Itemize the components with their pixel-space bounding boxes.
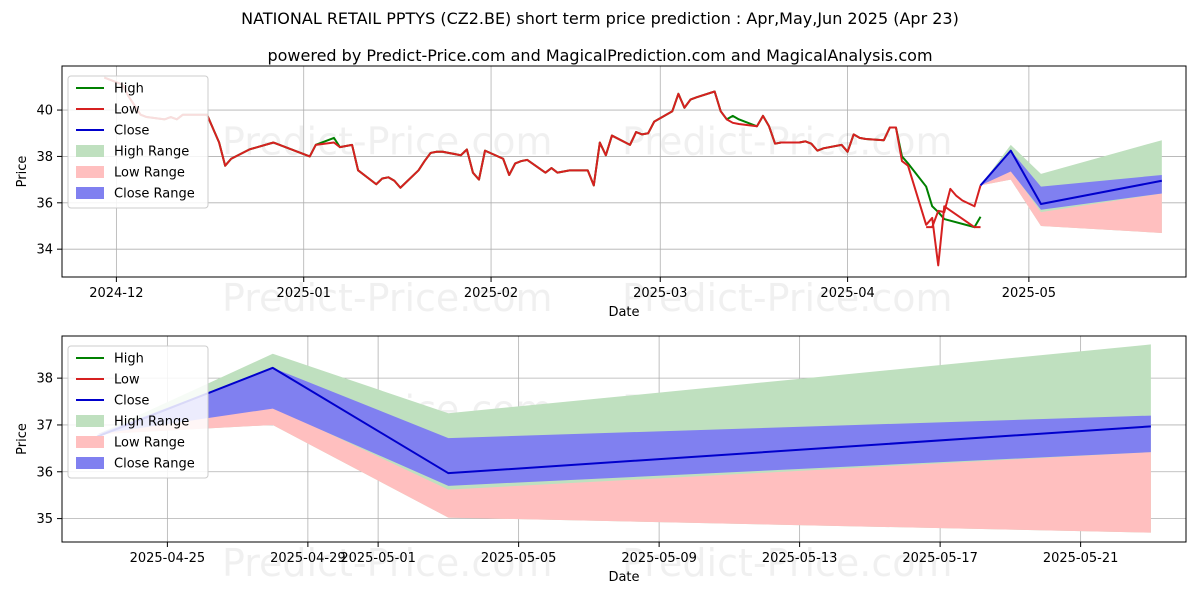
legend-label-close: Close (114, 124, 149, 139)
legend-label-high: High (114, 352, 144, 367)
x-tick-label: 2025-05-01 (340, 551, 416, 566)
chart-panel-2: Predict-Price.comPredict-Price.comPredic… (15, 335, 1187, 585)
x-tick-label: 2025-05-05 (481, 551, 557, 566)
x-tick-label: 2025-05-17 (902, 551, 978, 566)
x-tick-label: 2025-04-25 (130, 551, 206, 566)
plot-frame (61, 65, 1187, 278)
legend-label-high-range: High Range (114, 145, 189, 160)
x-tick-label: 2025-05-09 (621, 551, 697, 566)
legend-label-close-range: Close Range (114, 457, 195, 472)
legend-swatch-close-range (76, 187, 104, 199)
legend-label-low-range: Low Range (114, 436, 185, 451)
low-range-band (980, 170, 1162, 233)
x-tick-label: 2025-01 (277, 286, 331, 301)
legend-label-low-range: Low Range (114, 166, 185, 181)
x-tick-label: 2025-05-13 (762, 551, 838, 566)
y-tick-label: 36 (36, 196, 53, 211)
x-tick-label: 2024-12 (89, 286, 143, 301)
x-axis-label: Date (608, 305, 639, 320)
close-range-band (980, 150, 1162, 210)
watermark-text: Predict-Price.com (222, 120, 553, 164)
y-tick-label: 36 (36, 465, 53, 480)
y-tick-label: 34 (36, 243, 53, 258)
legend-label-low: Low (114, 103, 140, 118)
chart-panel-1: Predict-Price.com Predict-Price.com Predic… (15, 65, 1187, 320)
watermark-text: Predict-Price.com (222, 276, 553, 320)
legend-label-high-range: High Range (114, 415, 189, 430)
y-axis-label: Price (15, 423, 30, 455)
legend-swatch-high-range (76, 145, 104, 157)
x-axis-label: Date (608, 570, 639, 585)
y-tick-label: 37 (36, 418, 53, 433)
legend-label-high: High (114, 82, 144, 97)
x-tick-label: 2025-04-29 (270, 551, 346, 566)
watermark-text: Predict-Price.com (622, 541, 953, 585)
low-range-band (97, 407, 1151, 533)
legend-label-close-range: Close Range (114, 187, 195, 202)
y-tick-label: 35 (36, 512, 53, 527)
x-tick-label: 2025-05-21 (1043, 551, 1119, 566)
chart-subtitle: powered by Predict-Price.com and Magical… (267, 46, 933, 65)
x-tick-label: 2025-04 (820, 286, 874, 301)
plot-area (103, 76, 1163, 267)
chart-title: NATIONAL RETAIL PPTYS (CZ2.BE) short ter… (241, 9, 959, 28)
plot-area (96, 344, 1151, 533)
legend: High Low Close High Range Low Range Close Ran… (67, 345, 209, 479)
legend-label-low: Low (114, 373, 140, 388)
low-line (103, 76, 981, 267)
legend-swatch-low-range (76, 166, 104, 178)
legend-label-close: Close (114, 394, 149, 409)
legend-swatch-high-range (76, 415, 104, 427)
watermark-text: Predict-Price.com (222, 541, 553, 585)
y-axis-label: Price (15, 156, 30, 188)
close-range-band (97, 367, 1151, 486)
low-line-tail (926, 185, 982, 229)
y-tick-label: 40 (36, 104, 53, 119)
y-tick-label: 38 (36, 372, 53, 387)
legend: High Low Close High Range Low Range Close Ran… (67, 75, 209, 209)
watermark-text: Predict-Price.com (622, 276, 953, 320)
close-forecast-line (979, 149, 1163, 205)
x-tick-label: 2025-02 (464, 286, 518, 301)
plot-frame (61, 335, 1187, 543)
y-tick-label: 38 (36, 150, 53, 165)
legend-swatch-close-range (76, 457, 104, 469)
x-tick-label: 2025-05 (1002, 286, 1056, 301)
legend-swatch-low-range (76, 436, 104, 448)
x-tick-label: 2025-03 (633, 286, 687, 301)
